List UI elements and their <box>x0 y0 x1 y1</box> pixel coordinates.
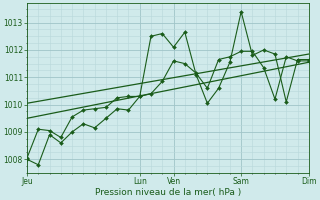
X-axis label: Pression niveau de la mer( hPa ): Pression niveau de la mer( hPa ) <box>95 188 241 197</box>
